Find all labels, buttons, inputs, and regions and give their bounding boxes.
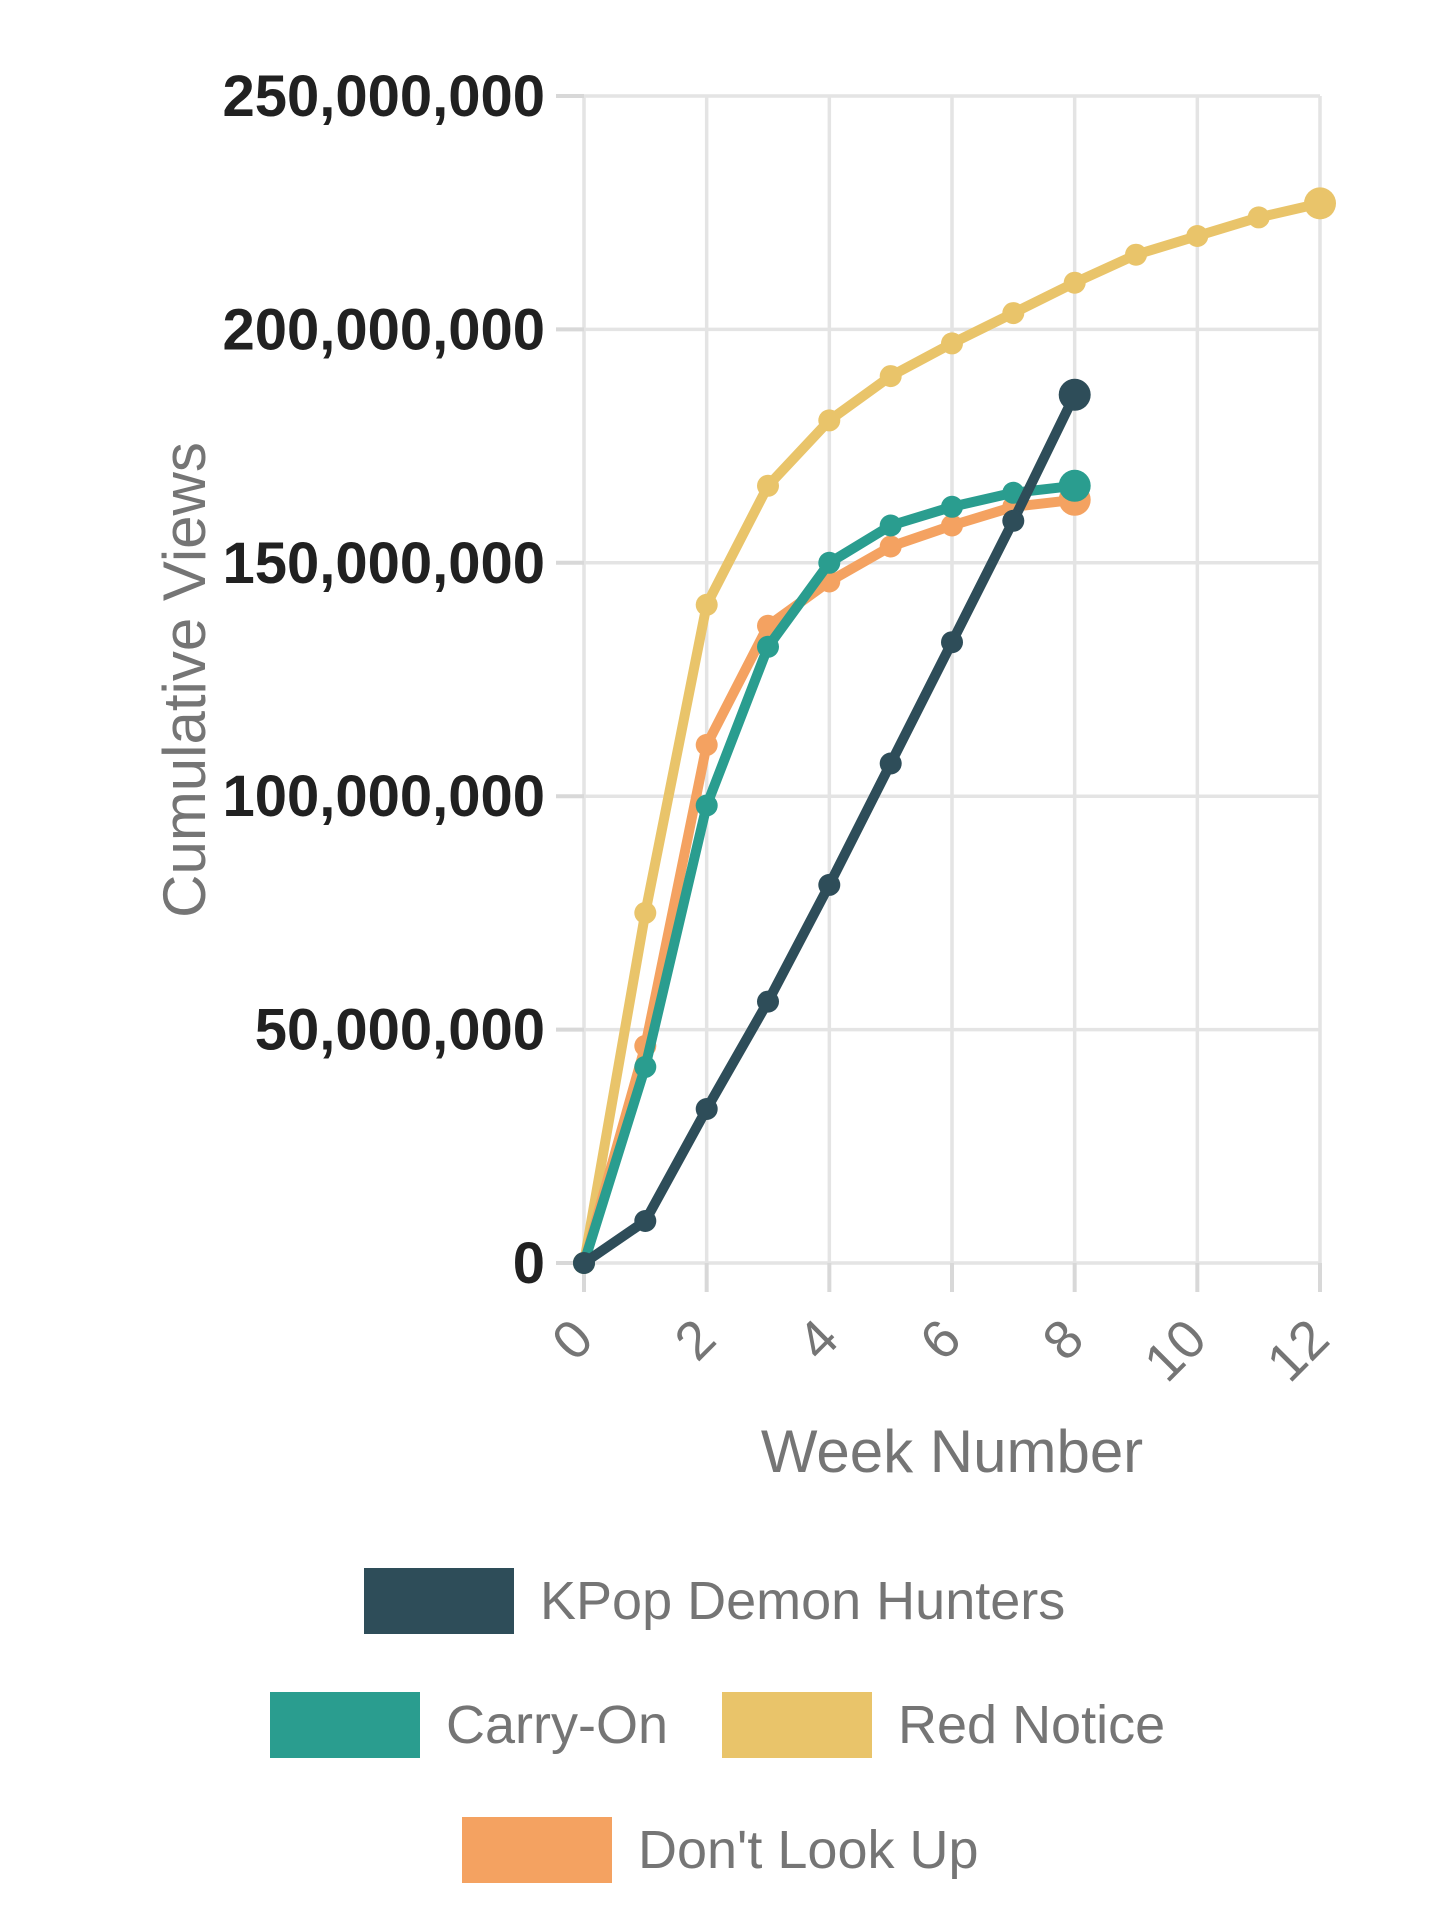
x-tick-label: 4 xyxy=(786,1308,850,1372)
data-point-red-notice-week-1 xyxy=(634,901,657,924)
x-tick-label: 12 xyxy=(1256,1308,1341,1393)
y-tick-label: 200,000,000 xyxy=(222,297,545,362)
legend-item-carry-on: Carry-On xyxy=(270,1692,668,1758)
y-tick-label: 250,000,000 xyxy=(222,64,545,129)
legend: KPop Demon Hunters Carry-On Red Notice D… xyxy=(0,1540,1440,1930)
y-tick-labels: 0 50,000,000 100,000,000 150,000,000 200,000… xyxy=(222,64,545,1296)
legend-swatch-dont-look-up xyxy=(462,1817,612,1883)
data-point-red-notice-week-2 xyxy=(695,593,718,616)
x-tick-labels: 0 2 4 6 8 10 12 xyxy=(541,1308,1341,1393)
data-point-kpop-demon-hunters-week-7 xyxy=(1002,509,1025,532)
y-tick-label: 100,000,000 xyxy=(222,764,545,829)
data-point-kpop-demon-hunters-week-6 xyxy=(941,631,963,654)
data-point-red-notice-week-3 xyxy=(757,474,779,497)
x-tick-label: 10 xyxy=(1133,1308,1218,1393)
data-point-kpop-demon-hunters-week-1 xyxy=(634,1210,657,1232)
legend-item-red-notice: Red Notice xyxy=(722,1692,1165,1758)
legend-item-dont-look-up: Don't Look Up xyxy=(462,1817,979,1883)
legend-swatch-kpop-demon-hunters xyxy=(364,1568,514,1634)
data-point-red-notice-week-10 xyxy=(1186,225,1209,247)
data-point-carry-on-week-2 xyxy=(695,794,718,817)
data-point-red-notice-week-8 xyxy=(1063,271,1086,294)
data-point-red-notice-week-4 xyxy=(818,409,841,432)
data-point-red-notice-week-12 xyxy=(1304,187,1336,220)
y-axis-title: Cumulative Views xyxy=(151,442,218,918)
data-point-kpop-demon-hunters-week-0 xyxy=(573,1252,595,1274)
y-tick-label: 50,000,000 xyxy=(255,998,545,1063)
data-point-kpop-demon-hunters-week-5 xyxy=(879,752,902,775)
legend-item-kpop-demon-hunters: KPop Demon Hunters xyxy=(364,1568,1065,1634)
data-point-kpop-demon-hunters-week-4 xyxy=(818,873,841,896)
x-tick-label: 8 xyxy=(1031,1308,1095,1372)
y-tick-label: 150,000,000 xyxy=(222,531,545,596)
legend-swatch-red-notice xyxy=(722,1692,872,1758)
x-axis-title: Week Number xyxy=(761,1418,1143,1485)
legend-swatch-carry-on xyxy=(270,1692,420,1758)
series-red-notice xyxy=(573,187,1336,1274)
data-point-carry-on-week-4 xyxy=(818,551,841,574)
series-kpop-demon-hunters xyxy=(573,378,1091,1274)
line-chart: 0 50,000,000 100,000,000 150,000,000 200,000… xyxy=(151,64,1340,1485)
data-point-red-notice-week-11 xyxy=(1247,206,1270,229)
x-tick-label: 0 xyxy=(541,1308,605,1372)
data-point-carry-on-week-1 xyxy=(634,1055,657,1078)
x-tick-label: 6 xyxy=(909,1308,973,1372)
data-point-kpop-demon-hunters-week-8 xyxy=(1058,378,1091,411)
data-point-carry-on-week-3 xyxy=(757,635,779,658)
data-point-kpop-demon-hunters-week-2 xyxy=(695,1098,718,1120)
data-point-red-notice-week-7 xyxy=(1002,302,1025,325)
legend-label-dont-look-up: Don't Look Up xyxy=(638,1820,979,1880)
plot-area: 0 50,000,000 100,000,000 150,000,000 200,000… xyxy=(222,64,1340,1393)
data-point-carry-on-week-6 xyxy=(941,495,963,518)
legend-label-red-notice: Red Notice xyxy=(898,1695,1166,1755)
data-point-carry-on-week-8 xyxy=(1058,469,1091,502)
legend-label-carry-on: Carry-On xyxy=(446,1695,669,1755)
data-point-don-t-look-up-week-6 xyxy=(941,514,963,537)
data-point-don-t-look-up-week-5 xyxy=(879,535,902,558)
axis-ticks xyxy=(556,94,1322,1292)
cumulative-views-chart: 0 50,000,000 100,000,000 150,000,000 200,000… xyxy=(151,64,1340,1485)
data-point-kpop-demon-hunters-week-3 xyxy=(757,990,779,1013)
data-point-carry-on-week-5 xyxy=(879,514,902,537)
y-tick-label: 0 xyxy=(513,1231,545,1296)
data-point-red-notice-week-5 xyxy=(879,365,902,388)
data-point-red-notice-week-9 xyxy=(1125,243,1147,266)
x-tick-label: 2 xyxy=(663,1308,727,1372)
legend-label-kpop-demon-hunters: KPop Demon Hunters xyxy=(540,1571,1066,1631)
data-point-red-notice-week-6 xyxy=(941,332,963,355)
data-point-don-t-look-up-week-2 xyxy=(695,733,718,756)
